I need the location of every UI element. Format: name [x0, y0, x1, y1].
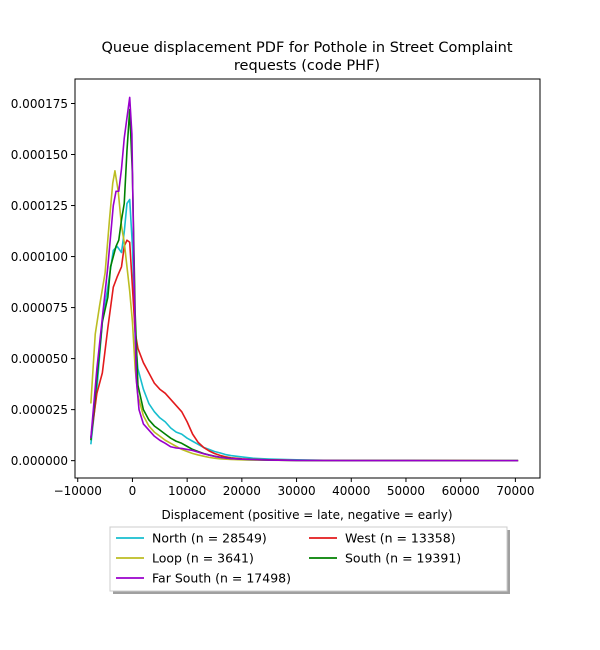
y-tick-label: 0.000150	[11, 148, 68, 162]
legend-box	[109, 526, 508, 592]
x-tick-label: 20000	[223, 484, 261, 498]
legend-label-2: Loop (n = 3641)	[152, 551, 254, 566]
legend-label-4: Far South (n = 17498)	[152, 571, 291, 586]
x-tick-label: 70000	[496, 484, 534, 498]
plot-area: −10000 0 10000 20000 30000 40000 50000 60000 700…	[11, 78, 541, 498]
y-tick-label: 0.000025	[11, 403, 68, 417]
x-tick-label: 40000	[332, 484, 370, 498]
series-line-2	[90, 170, 519, 462]
series-line-1	[90, 239, 519, 462]
series-line-3	[90, 108, 519, 462]
y-tick-label: 0.000075	[11, 301, 68, 315]
legend-label-1: West (n = 13358)	[345, 531, 456, 546]
plot-frame	[74, 78, 541, 479]
x-tick-label: 10000	[168, 484, 206, 498]
x-axis-label: Displacement (positive = late, negative …	[161, 508, 452, 522]
y-tick-label: 0.000125	[11, 199, 68, 213]
legend-label-0: North (n = 28549)	[152, 531, 267, 546]
y-tick-label: 0.000000	[11, 454, 68, 468]
legend: North (n = 28549) West (n = 13358) Loop (n…	[109, 526, 510, 594]
y-tick-label: 0.000100	[11, 250, 68, 264]
series-line-4	[90, 96, 519, 462]
legend-label-3: South (n = 19391)	[345, 551, 461, 566]
x-tick-label: −10000	[54, 484, 102, 498]
chart-title-line-2: requests (code PHF)	[234, 58, 380, 74]
chart-title-line-1: Queue displacement PDF for Pothole in St…	[101, 40, 512, 56]
y-tick-label: 0.000175	[11, 97, 68, 111]
series-line-0	[90, 198, 519, 462]
x-tick-label: 50000	[387, 484, 425, 498]
y-tick-label: 0.000050	[11, 352, 68, 366]
x-tick-label: 0	[129, 484, 137, 498]
x-tick-label: 30000	[277, 484, 315, 498]
x-tick-label: 60000	[442, 484, 480, 498]
